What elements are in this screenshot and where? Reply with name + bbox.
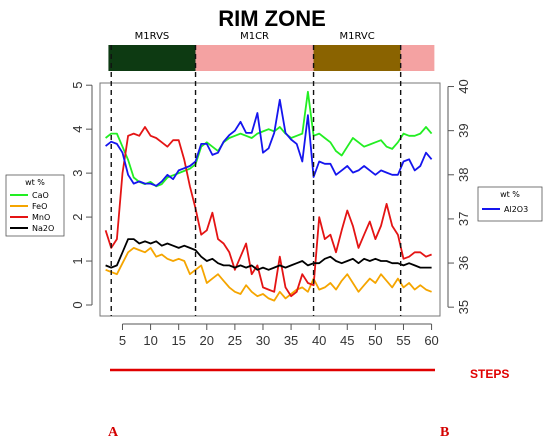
x-tick-label: 55	[396, 333, 410, 348]
zone-label-m1rvs: M1RVS	[135, 31, 170, 42]
right-tick-label: 40	[456, 79, 471, 93]
left-tick-label: 2	[70, 213, 85, 220]
left-tick-label: 3	[70, 170, 85, 177]
x-tick-label: 60	[424, 333, 438, 348]
x-tick-label: 50	[368, 333, 382, 348]
x-tick-label: 10	[143, 333, 157, 348]
legend-left: wt % CaO FeO MnO Na2O	[5, 174, 65, 237]
legend-label-cao: CaO	[32, 191, 49, 200]
series-line-feo	[105, 246, 432, 302]
legend-right-box	[477, 186, 543, 222]
x-tick-label: 35	[284, 333, 298, 348]
plot-border	[99, 82, 441, 317]
legend-label-na2o: Na2O	[32, 224, 54, 233]
legend-label-al2o3: Al2O3	[504, 205, 528, 214]
x-tick-label: 30	[256, 333, 270, 348]
x-tick-label: 45	[340, 333, 354, 348]
zone-block-1	[108, 45, 196, 71]
legend-left-title: wt %	[25, 178, 45, 187]
zone-label-m1rvc: M1RVC	[339, 31, 374, 42]
left-tick-label: 0	[70, 301, 85, 308]
right-y-axis: 35 36 37 38 39 40	[447, 79, 471, 314]
series-line-na2o	[105, 238, 432, 271]
x-tick-label: 15	[171, 333, 185, 348]
right-tick-label: 39	[456, 123, 471, 137]
x-axis: 5 10 15 20 25 30 35 40 45 50 55 60	[119, 323, 439, 348]
series-line-mno	[104, 126, 432, 298]
zone-block-4	[400, 45, 435, 71]
x-tick-label: 5	[119, 333, 126, 348]
series-lines	[104, 90, 433, 302]
legend-label-feo: FeO	[32, 202, 47, 211]
left-tick-label: 5	[70, 82, 85, 89]
left-tick-label: 4	[70, 126, 85, 133]
zone-block-3	[313, 45, 401, 71]
plot-area	[99, 82, 441, 317]
zone-block-2	[195, 45, 314, 71]
legend-right-title: wt %	[500, 190, 520, 199]
series-line-al2o3	[105, 98, 433, 187]
point-a-label: A	[108, 425, 119, 440]
x-tick-label: 25	[228, 333, 242, 348]
left-tick-label: 1	[70, 257, 85, 264]
steps-label: STEPS	[470, 367, 509, 381]
left-y-axis: 0 1 2 3 4 5	[70, 82, 93, 309]
point-b-label: B	[440, 425, 449, 440]
legend-right: wt % Al2O3	[477, 186, 543, 222]
right-tick-label: 38	[456, 168, 471, 182]
zone-label-m1cr: M1CR	[240, 31, 269, 42]
series-line-cao	[105, 90, 433, 188]
zone-boundaries	[110, 45, 402, 316]
right-tick-label: 37	[456, 212, 471, 226]
zone-bar: M1RVS M1CR M1RVC	[108, 31, 435, 71]
right-tick-label: 36	[456, 256, 471, 270]
right-tick-label: 35	[456, 300, 471, 314]
chart-title: RIM ZONE	[218, 6, 326, 31]
legend-label-mno: MnO	[32, 213, 50, 222]
x-tick-label: 40	[312, 333, 326, 348]
x-tick-label: 20	[200, 333, 214, 348]
